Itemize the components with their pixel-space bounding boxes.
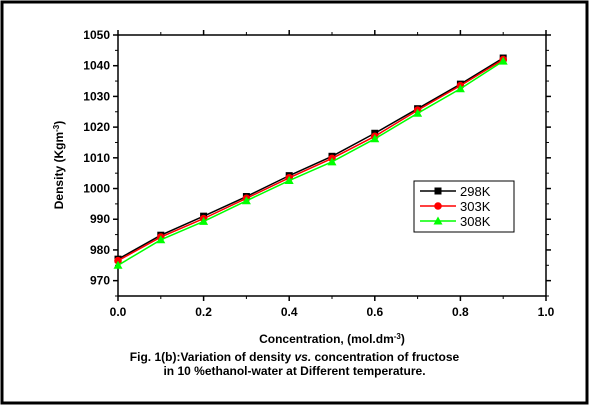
x-tick-label: 0.2 — [195, 305, 212, 319]
data-point-308K — [413, 108, 423, 117]
legend-marker-303K — [434, 202, 442, 210]
y-tick-label: 1040 — [83, 59, 110, 73]
y-tick-label: 1020 — [83, 120, 110, 134]
y-tick-label: 1000 — [83, 182, 110, 196]
data-point-308K — [327, 157, 337, 166]
legend-label-303K: 303K — [460, 199, 491, 214]
x-axis-label: Concentration, (mol.dm-3) — [259, 332, 405, 347]
y-tick-label: 970 — [90, 274, 110, 288]
data-point-308K — [284, 176, 294, 185]
plot-area: 0.0 0.2 0.4 0.6 0.8 1.0 970 980 990 1000 1010 1020 1… — [83, 28, 554, 319]
series-layer — [113, 54, 508, 269]
legend-label-308K: 308K — [460, 214, 491, 229]
axis-ticks: 0.0 0.2 0.4 0.6 0.8 1.0 970 980 990 1000 1010 1020 1… — [83, 28, 554, 319]
y-tick-label: 1030 — [83, 89, 110, 103]
data-point-303K — [114, 256, 122, 265]
figure-caption: Fig. 1(b):Variation of density vs. conce… — [0, 350, 589, 378]
legend-marker-298K — [434, 187, 442, 195]
y-tick-label: 990 — [90, 212, 110, 226]
data-point-308K — [455, 84, 465, 93]
x-tick-label: 0.6 — [366, 305, 383, 319]
series-line-298K — [117, 57, 504, 260]
series-line-308K — [117, 60, 504, 266]
data-point-308K — [199, 216, 209, 225]
y-tick-label: 1050 — [83, 28, 110, 42]
x-tick-label: 0.8 — [452, 305, 469, 319]
legend-marker-308K — [433, 216, 443, 225]
x-tick-label: 0.0 — [110, 305, 127, 319]
caption-line-2: in 10 %ethanol-water at Different temper… — [163, 364, 426, 378]
data-point-308K — [113, 260, 123, 269]
caption-line-1: Fig. 1(b):Variation of density vs. conce… — [129, 350, 460, 364]
x-tick-label: 0.4 — [281, 305, 298, 319]
data-point-308K — [498, 56, 508, 65]
data-point-308K — [156, 235, 166, 244]
data-point-308K — [241, 196, 251, 205]
legend-label-298K: 298K — [460, 184, 491, 199]
series-line-303K — [117, 58, 504, 262]
y-tick-label: 1010 — [83, 151, 110, 165]
y-tick-label: 980 — [90, 243, 110, 257]
series-308K — [113, 56, 508, 269]
x-tick-label: 1.0 — [538, 305, 555, 319]
series-303K — [114, 55, 508, 265]
y-axis-label: Density (Kgm-3) — [52, 121, 67, 209]
data-point-308K — [370, 134, 380, 143]
